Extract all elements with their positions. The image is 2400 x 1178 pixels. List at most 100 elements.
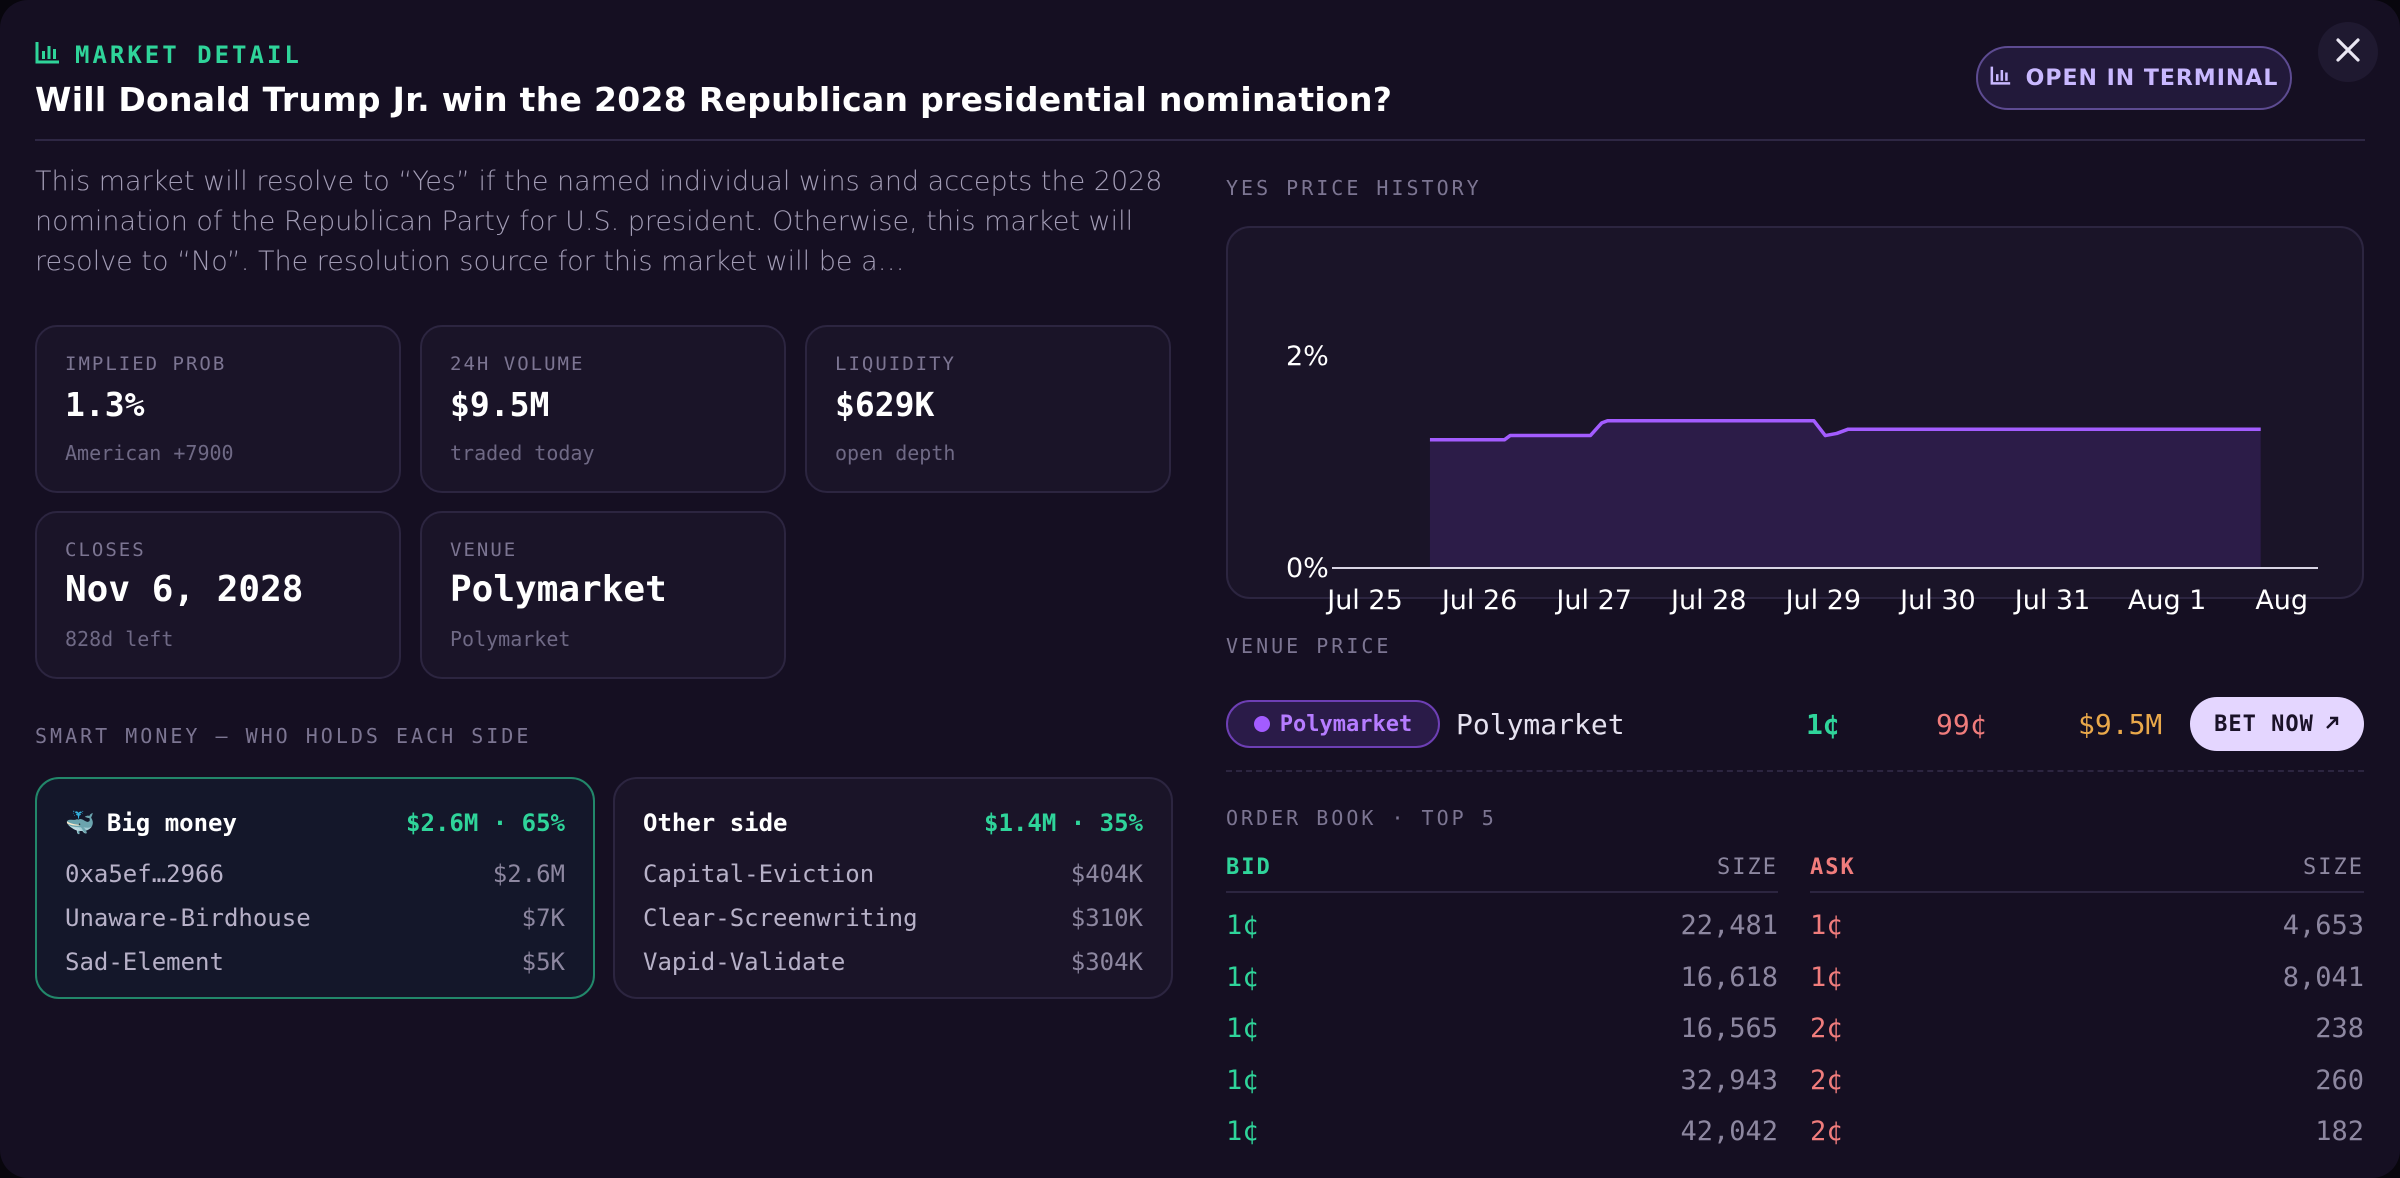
venue-pill-label: Polymarket — [1279, 711, 1413, 737]
holder-row: 0xa5ef…2966 $2.6M — [65, 857, 565, 891]
ask-price: 1¢ — [1810, 961, 1843, 993]
y-tick-label: 2% — [1286, 341, 1329, 372]
bid-price: 1¢ — [1226, 961, 1259, 993]
bid-divider — [1226, 891, 1778, 893]
x-tick-label: Jul 30 — [1898, 585, 1976, 616]
x-tick-label: Jul 31 — [2013, 585, 2091, 616]
kicker: MARKET DETAIL — [35, 40, 302, 70]
page-title: Will Donald Trump Jr. win the 2028 Repub… — [35, 80, 1393, 119]
holder-name: Capital-Eviction — [643, 860, 875, 888]
venue-no-price: 99¢ — [1936, 708, 1987, 741]
close-icon — [2334, 36, 2362, 68]
ask-size: 260 — [2315, 1064, 2364, 1096]
holder-value: $5K — [521, 948, 565, 976]
smart-money-title: SMART MONEY — WHO HOLDS EACH SIDE — [35, 724, 532, 748]
stat-card-venue: VENUE Polymarket Polymarket — [420, 511, 786, 679]
price-history-chart: 0% 2% Jul 25 Jul 26 Jul 27 Jul 28 Jul 29 Jul 30… — [1286, 341, 2318, 616]
smart-money-big-card: 🐳 Big money $2.6M · 65% 0xa5ef…2966 $2.6… — [35, 777, 595, 999]
stat-sub: American +7900 — [65, 441, 234, 465]
price-area — [1429, 420, 2261, 567]
ask-price: 2¢ — [1810, 1116, 1843, 1147]
holder-name: Clear-Screenwriting — [643, 904, 918, 932]
ask-price: 1¢ — [1810, 910, 1843, 941]
bid-header: BID — [1226, 855, 1272, 880]
price-line — [1429, 418, 2261, 442]
ask-size: 238 — [2315, 1013, 2364, 1044]
venue-volume: $9.5M — [2078, 708, 2163, 741]
big-money-amount: $2.6M · 65% — [406, 809, 565, 837]
bid-size: 22,481 — [1680, 910, 1778, 941]
ask-price: 2¢ — [1810, 1013, 1843, 1044]
x-tick-label: Jul 25 — [1325, 585, 1403, 616]
stat-sub: open depth — [835, 441, 956, 465]
stat-label: 24H VOLUME — [450, 353, 585, 375]
x-tick-label: Jul 28 — [1669, 585, 1747, 616]
holder-value: $304K — [1070, 948, 1143, 976]
holder-name: Sad-Element — [65, 948, 224, 976]
open-in-terminal-button[interactable]: OPEN IN TERMINAL — [1976, 46, 2292, 110]
bid-size: 32,943 — [1680, 1064, 1778, 1096]
stat-sub: 828d left — [65, 627, 174, 651]
bet-now-label: BET NOW — [2214, 711, 2314, 737]
bid-size: 42,042 — [1680, 1116, 1778, 1147]
stat-card-24h-volume: 24H VOLUME $9.5M traded today — [420, 325, 786, 493]
holder-value: $2.6M — [492, 860, 565, 888]
stat-label: CLOSES — [65, 539, 146, 561]
other-side-label: Other side — [643, 809, 788, 837]
venue-row: Polymarket Polymarket 1¢ 99¢ $9.5M BET N… — [1226, 697, 2364, 752]
x-tick-label: Jul 26 — [1440, 585, 1518, 616]
ask-size: 182 — [2315, 1116, 2364, 1147]
bar-chart-icon — [1990, 65, 2012, 91]
header-divider — [35, 139, 2365, 141]
holder-row: Capital-Eviction $404K — [643, 857, 1143, 891]
stat-value: Polymarket — [450, 569, 667, 610]
bid-size: 16,618 — [1680, 961, 1778, 993]
stat-card-liquidity: LIQUIDITY $629K open depth — [805, 325, 1171, 493]
holder-row: Unaware-Birdhouse $7K — [65, 901, 565, 935]
market-description: This market will resolve to “Yes” if the… — [35, 166, 1163, 277]
stat-sub: Polymarket — [450, 627, 571, 651]
stat-value: Nov 6, 2028 — [65, 569, 304, 610]
venue-yes-price: 1¢ — [1806, 708, 1840, 741]
close-button[interactable] — [2318, 22, 2378, 82]
bid-price: 1¢ — [1226, 1116, 1259, 1147]
venue-price-title: VENUE PRICE — [1226, 634, 1392, 658]
big-money-label: Big money — [106, 809, 237, 837]
stat-value: $9.5M — [450, 385, 550, 424]
ask-size: 8,041 — [2282, 961, 2364, 993]
stat-card-closes: CLOSES Nov 6, 2028 828d left — [35, 511, 401, 679]
chart-title: YES PRICE HISTORY — [1226, 176, 1482, 200]
ask-size: 4,653 — [2282, 910, 2364, 941]
other-side-amount: $1.4M · 35% — [984, 809, 1143, 837]
holder-value: $310K — [1070, 904, 1143, 932]
bid-size-header: SIZE — [1717, 855, 1778, 880]
dot-icon — [1253, 716, 1270, 732]
x-tick-label: Jul 27 — [1554, 585, 1632, 616]
venue-name: Polymarket — [1456, 708, 1625, 741]
bet-now-button[interactable]: BET NOW — [2190, 697, 2364, 751]
open-in-terminal-label: OPEN IN TERMINAL — [2025, 65, 2279, 91]
ask-header: ASK — [1810, 855, 1856, 880]
bid-size: 16,565 — [1680, 1013, 1778, 1044]
holder-name: Vapid-Validate — [643, 948, 846, 976]
stat-label: VENUE — [450, 539, 518, 561]
stat-label: LIQUIDITY — [835, 353, 956, 375]
order-book-title: ORDER BOOK · TOP 5 — [1226, 806, 1497, 830]
stat-sub: traded today — [450, 441, 595, 465]
bid-price: 1¢ — [1226, 1013, 1259, 1044]
holder-row: Vapid-Validate $304K — [643, 945, 1143, 979]
venue-divider — [1226, 770, 2364, 772]
smart-money-other-card: Other side $1.4M · 35% Capital-Eviction … — [613, 777, 1173, 999]
holder-value: $404K — [1070, 860, 1143, 888]
ask-price: 2¢ — [1810, 1064, 1843, 1096]
arrow-up-right-icon — [2324, 712, 2340, 737]
x-tick-label: Aug — [2255, 585, 2308, 616]
bar-chart-icon — [35, 40, 61, 70]
holder-row: Sad-Element $5K — [65, 945, 565, 979]
whale-icon: 🐳 — [65, 809, 95, 837]
bid-price: 1¢ — [1226, 1064, 1259, 1096]
stat-label: IMPLIED PROB — [65, 353, 227, 375]
stat-value: 1.3% — [65, 385, 145, 424]
x-tick-label: Jul 29 — [1784, 585, 1862, 616]
